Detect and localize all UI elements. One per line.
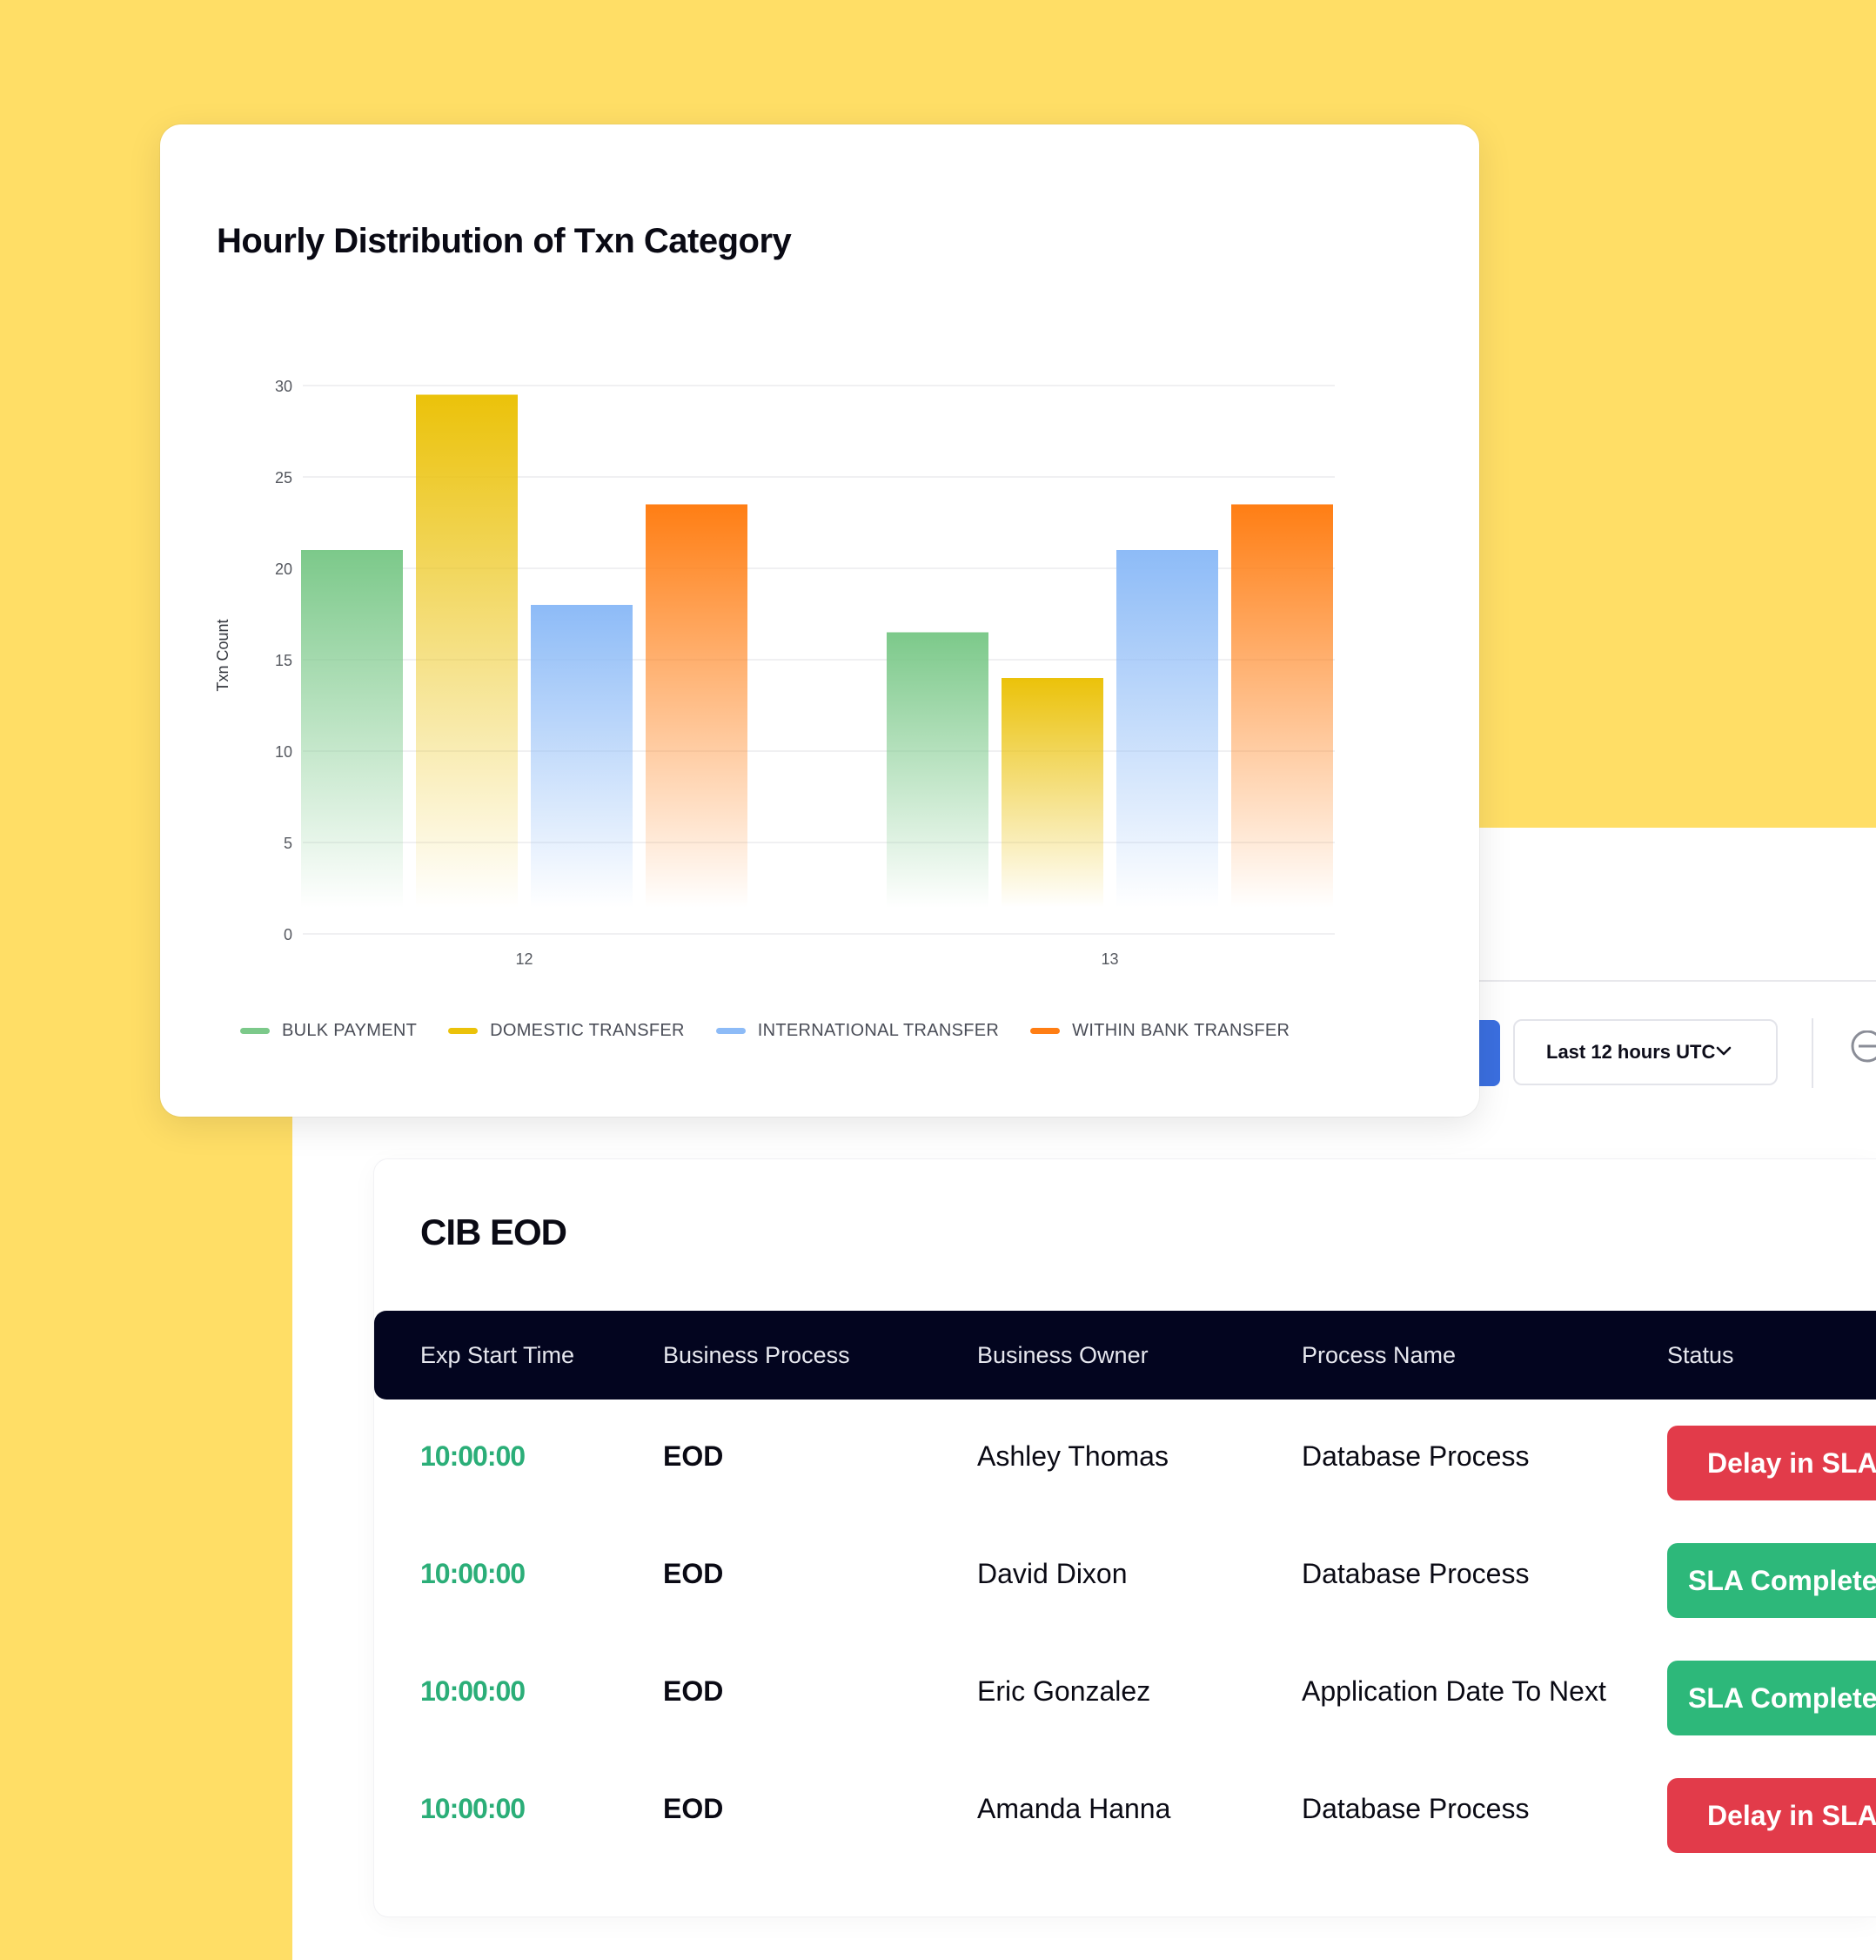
legend-swatch <box>240 1028 270 1034</box>
bar-within-bank-transfer-12[interactable] <box>646 504 747 909</box>
chevron-down-icon <box>1716 1046 1732 1056</box>
legend-item[interactable]: WITHIN BANK TRANSFER <box>1030 1021 1290 1041</box>
y-tick-label: 15 <box>275 652 292 669</box>
toolbar-separator <box>1812 1018 1813 1088</box>
bar-international-transfer-13[interactable] <box>1116 550 1218 908</box>
y-tick-label: 5 <box>284 835 292 852</box>
table-row[interactable]: 10:00:00 EOD Ashley Thomas Database Proc… <box>374 1400 1876 1517</box>
table-row[interactable]: 10:00:00 EOD David Dixon Database Proces… <box>374 1517 1876 1634</box>
y-tick-label: 25 <box>275 469 292 487</box>
table-row[interactable]: 10:00:00 EOD Amanda Hanna Database Proce… <box>374 1752 1876 1869</box>
y-axis-label: Txn Count <box>214 619 231 691</box>
status-badge: SLA Complete <box>1667 1661 1876 1735</box>
x-tick-label: 13 <box>1101 950 1118 968</box>
bar-domestic-transfer-13[interactable] <box>1002 678 1103 908</box>
status-badge: SLA Complete <box>1667 1543 1876 1618</box>
business-owner-cell: Amanda Hanna <box>977 1793 1171 1824</box>
time-range-label: Last 12 hours UTC <box>1546 1041 1716 1063</box>
status-badge: Delay in SLA <box>1667 1778 1876 1853</box>
column-header-business-owner[interactable]: Business Owner <box>977 1342 1149 1368</box>
x-tick-label: 12 <box>515 950 533 968</box>
legend-label: INTERNATIONAL TRANSFER <box>757 1021 1000 1040</box>
legend-item[interactable]: INTERNATIONAL TRANSFER <box>715 1021 1000 1041</box>
toolbar-divider <box>1479 980 1876 982</box>
exp-start-time-cell: 10:00:00 <box>420 1675 526 1707</box>
bar-international-transfer-12[interactable] <box>531 605 633 908</box>
business-owner-cell: David Dixon <box>977 1558 1128 1589</box>
bar-bulk-payment-12[interactable] <box>301 550 403 908</box>
chart-card: Hourly Distribution of Txn Category 0 5 10… <box>160 124 1479 1117</box>
chart-legend: BULK PAYMENT DOMESTIC TRANSFER INTERNATION… <box>240 1021 1321 1041</box>
column-header-exp-start-time[interactable]: Exp Start Time <box>420 1342 575 1368</box>
legend-label: WITHIN BANK TRANSFER <box>1072 1021 1290 1040</box>
bar-within-bank-transfer-13[interactable] <box>1231 504 1333 909</box>
business-process-cell: EOD <box>663 1793 724 1824</box>
legend-item[interactable]: DOMESTIC TRANSFER <box>448 1021 685 1041</box>
exp-start-time-cell: 10:00:00 <box>420 1793 526 1824</box>
process-name-cell: Database Process <box>1302 1440 1530 1472</box>
bar-bulk-payment-13[interactable] <box>887 632 988 909</box>
legend-swatch <box>1030 1028 1061 1034</box>
status-badge: Delay in SLA <box>1667 1426 1876 1500</box>
process-name-cell: Database Process <box>1302 1793 1530 1824</box>
legend-item[interactable]: BULK PAYMENT <box>240 1021 417 1041</box>
process-name-cell: Database Process <box>1302 1558 1530 1589</box>
bar-domestic-transfer-12[interactable] <box>416 394 518 909</box>
column-header-business-process[interactable]: Business Process <box>663 1342 850 1368</box>
legend-label: DOMESTIC TRANSFER <box>490 1021 685 1040</box>
process-name-cell: Application Date To Next <box>1302 1675 1606 1707</box>
bar-chart: 0 5 10 15 20 25 30 Txn Count 12 13 <box>214 378 1335 968</box>
exp-start-time-cell: 10:00:00 <box>420 1440 526 1472</box>
y-tick-label: 30 <box>275 378 292 395</box>
column-header-process-name[interactable]: Process Name <box>1302 1342 1457 1368</box>
business-process-cell: EOD <box>663 1675 724 1707</box>
exp-start-time-cell: 10:00:00 <box>420 1558 526 1589</box>
table-title: CIB EOD <box>420 1212 567 1252</box>
legend-swatch <box>448 1028 479 1034</box>
legend-label: BULK PAYMENT <box>282 1021 418 1040</box>
legend-swatch <box>715 1028 746 1034</box>
y-tick-label: 20 <box>275 560 292 578</box>
time-range-select[interactable]: Last 12 hours UTC <box>1513 1019 1778 1085</box>
business-owner-cell: Ashley Thomas <box>977 1440 1169 1472</box>
table-row[interactable]: 10:00:00 EOD Eric Gonzalez Application D… <box>374 1634 1876 1752</box>
chart-title: Hourly Distribution of Txn Category <box>217 222 792 260</box>
business-process-cell: EOD <box>663 1440 724 1472</box>
business-process-cell: EOD <box>663 1558 724 1589</box>
table-header: Exp Start Time Business Process Business… <box>374 1311 1876 1400</box>
zoom-out-icon[interactable] <box>1845 1030 1876 1074</box>
cib-eod-table-card: CIB EOD Exp Start Time Business Process … <box>374 1159 1876 1916</box>
y-tick-label: 10 <box>275 743 292 761</box>
column-header-status[interactable]: Status <box>1667 1342 1734 1368</box>
y-tick-label: 0 <box>284 926 292 943</box>
business-owner-cell: Eric Gonzalez <box>977 1675 1151 1707</box>
